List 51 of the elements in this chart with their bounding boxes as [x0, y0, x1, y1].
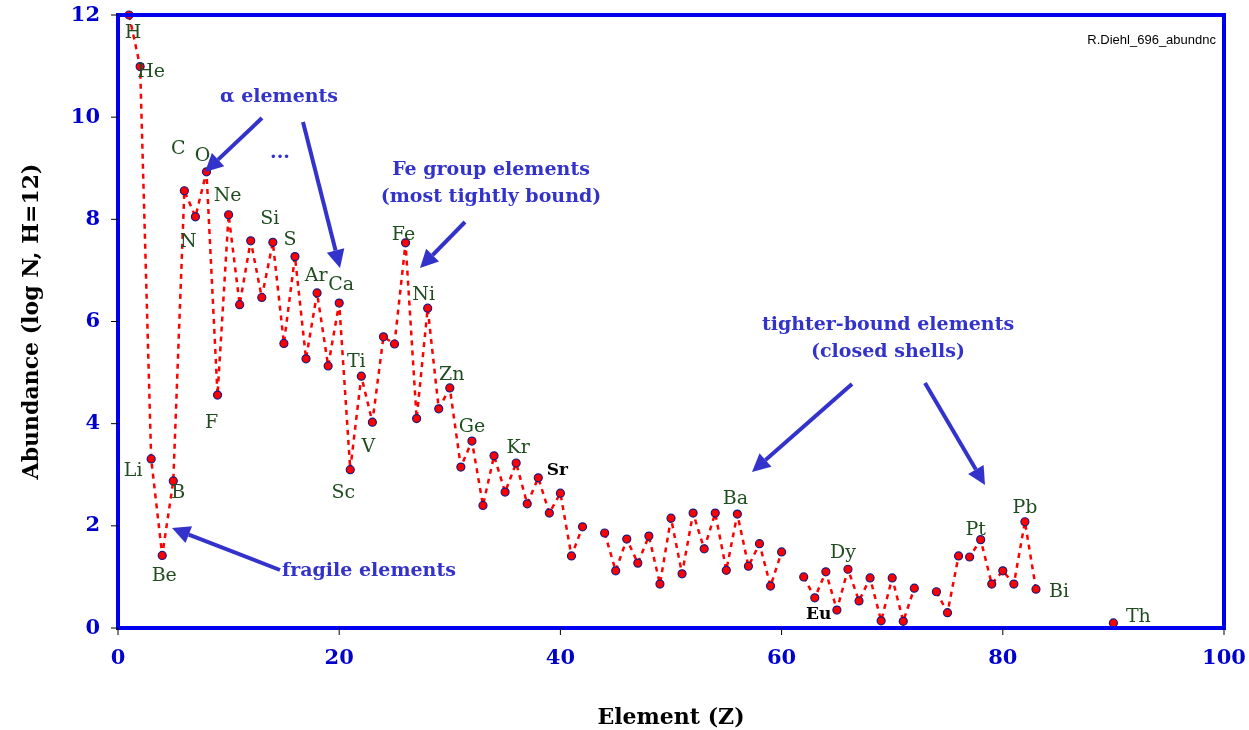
y-tick-label: 4: [85, 409, 100, 435]
x-tick-label: 100: [1202, 644, 1246, 669]
y-tick-label: 12: [70, 0, 100, 26]
x-tick-label: 60: [766, 644, 797, 669]
y-tick-label: 2: [85, 511, 100, 537]
y-tick-label: 10: [70, 102, 100, 128]
annotation: Eu: [806, 603, 832, 624]
x-tick-label: 20: [324, 644, 354, 669]
x-tick-label: 80: [988, 644, 1018, 669]
x-axis-title: Element (Z): [597, 703, 745, 729]
annotation: Pt: [965, 516, 987, 539]
x-tick-label: 0: [110, 644, 126, 669]
annotation: Be: [151, 563, 177, 586]
annotation: Ar: [303, 262, 329, 285]
annotation: Bi: [1048, 579, 1069, 602]
annotation: Ne: [213, 182, 242, 205]
annotation: R.Diehl_696_abundnc: [1087, 32, 1217, 47]
annotation: F: [204, 410, 219, 433]
annotation: Ni: [412, 282, 436, 305]
annotation: H: [124, 20, 142, 42]
annotation: fragile elements: [282, 558, 456, 580]
annotation: V: [360, 434, 376, 457]
annotation: Fe group elements (most tightly bound): [380, 157, 602, 206]
x-tick-label: 40: [545, 644, 576, 669]
annotation: ...: [270, 140, 290, 162]
annotation: C: [171, 135, 186, 158]
annotation: N: [180, 228, 197, 251]
annotation: Si: [260, 206, 280, 229]
annotation: Pb: [1012, 494, 1038, 517]
annotation: Ge: [458, 414, 486, 437]
y-axis-title: Abundance (log N, H=12): [17, 163, 43, 481]
annotation: tighter-bound elements (closed shells): [761, 312, 1015, 361]
annotation: He: [137, 58, 166, 81]
y-tick-label: 6: [85, 307, 100, 332]
annotation: Th: [1125, 603, 1151, 626]
annotation: Dy: [829, 540, 857, 563]
annotation: Ti: [346, 349, 366, 372]
annotation: Sc: [331, 479, 356, 502]
annotation: Zn: [439, 361, 465, 384]
annotation: Ba: [722, 486, 749, 509]
y-tick-label: 0: [85, 613, 100, 639]
annotation: Fe: [391, 221, 416, 244]
annotation: α elements: [219, 84, 339, 106]
y-tick-label: 8: [85, 204, 100, 230]
annotation: Sr: [546, 459, 569, 480]
annotation: Li: [123, 457, 143, 480]
annotation: Kr: [506, 435, 531, 457]
annotation: B: [171, 479, 186, 502]
annotation: Ca: [328, 272, 355, 295]
annotation: S: [283, 226, 297, 249]
annotation: O: [194, 142, 211, 165]
